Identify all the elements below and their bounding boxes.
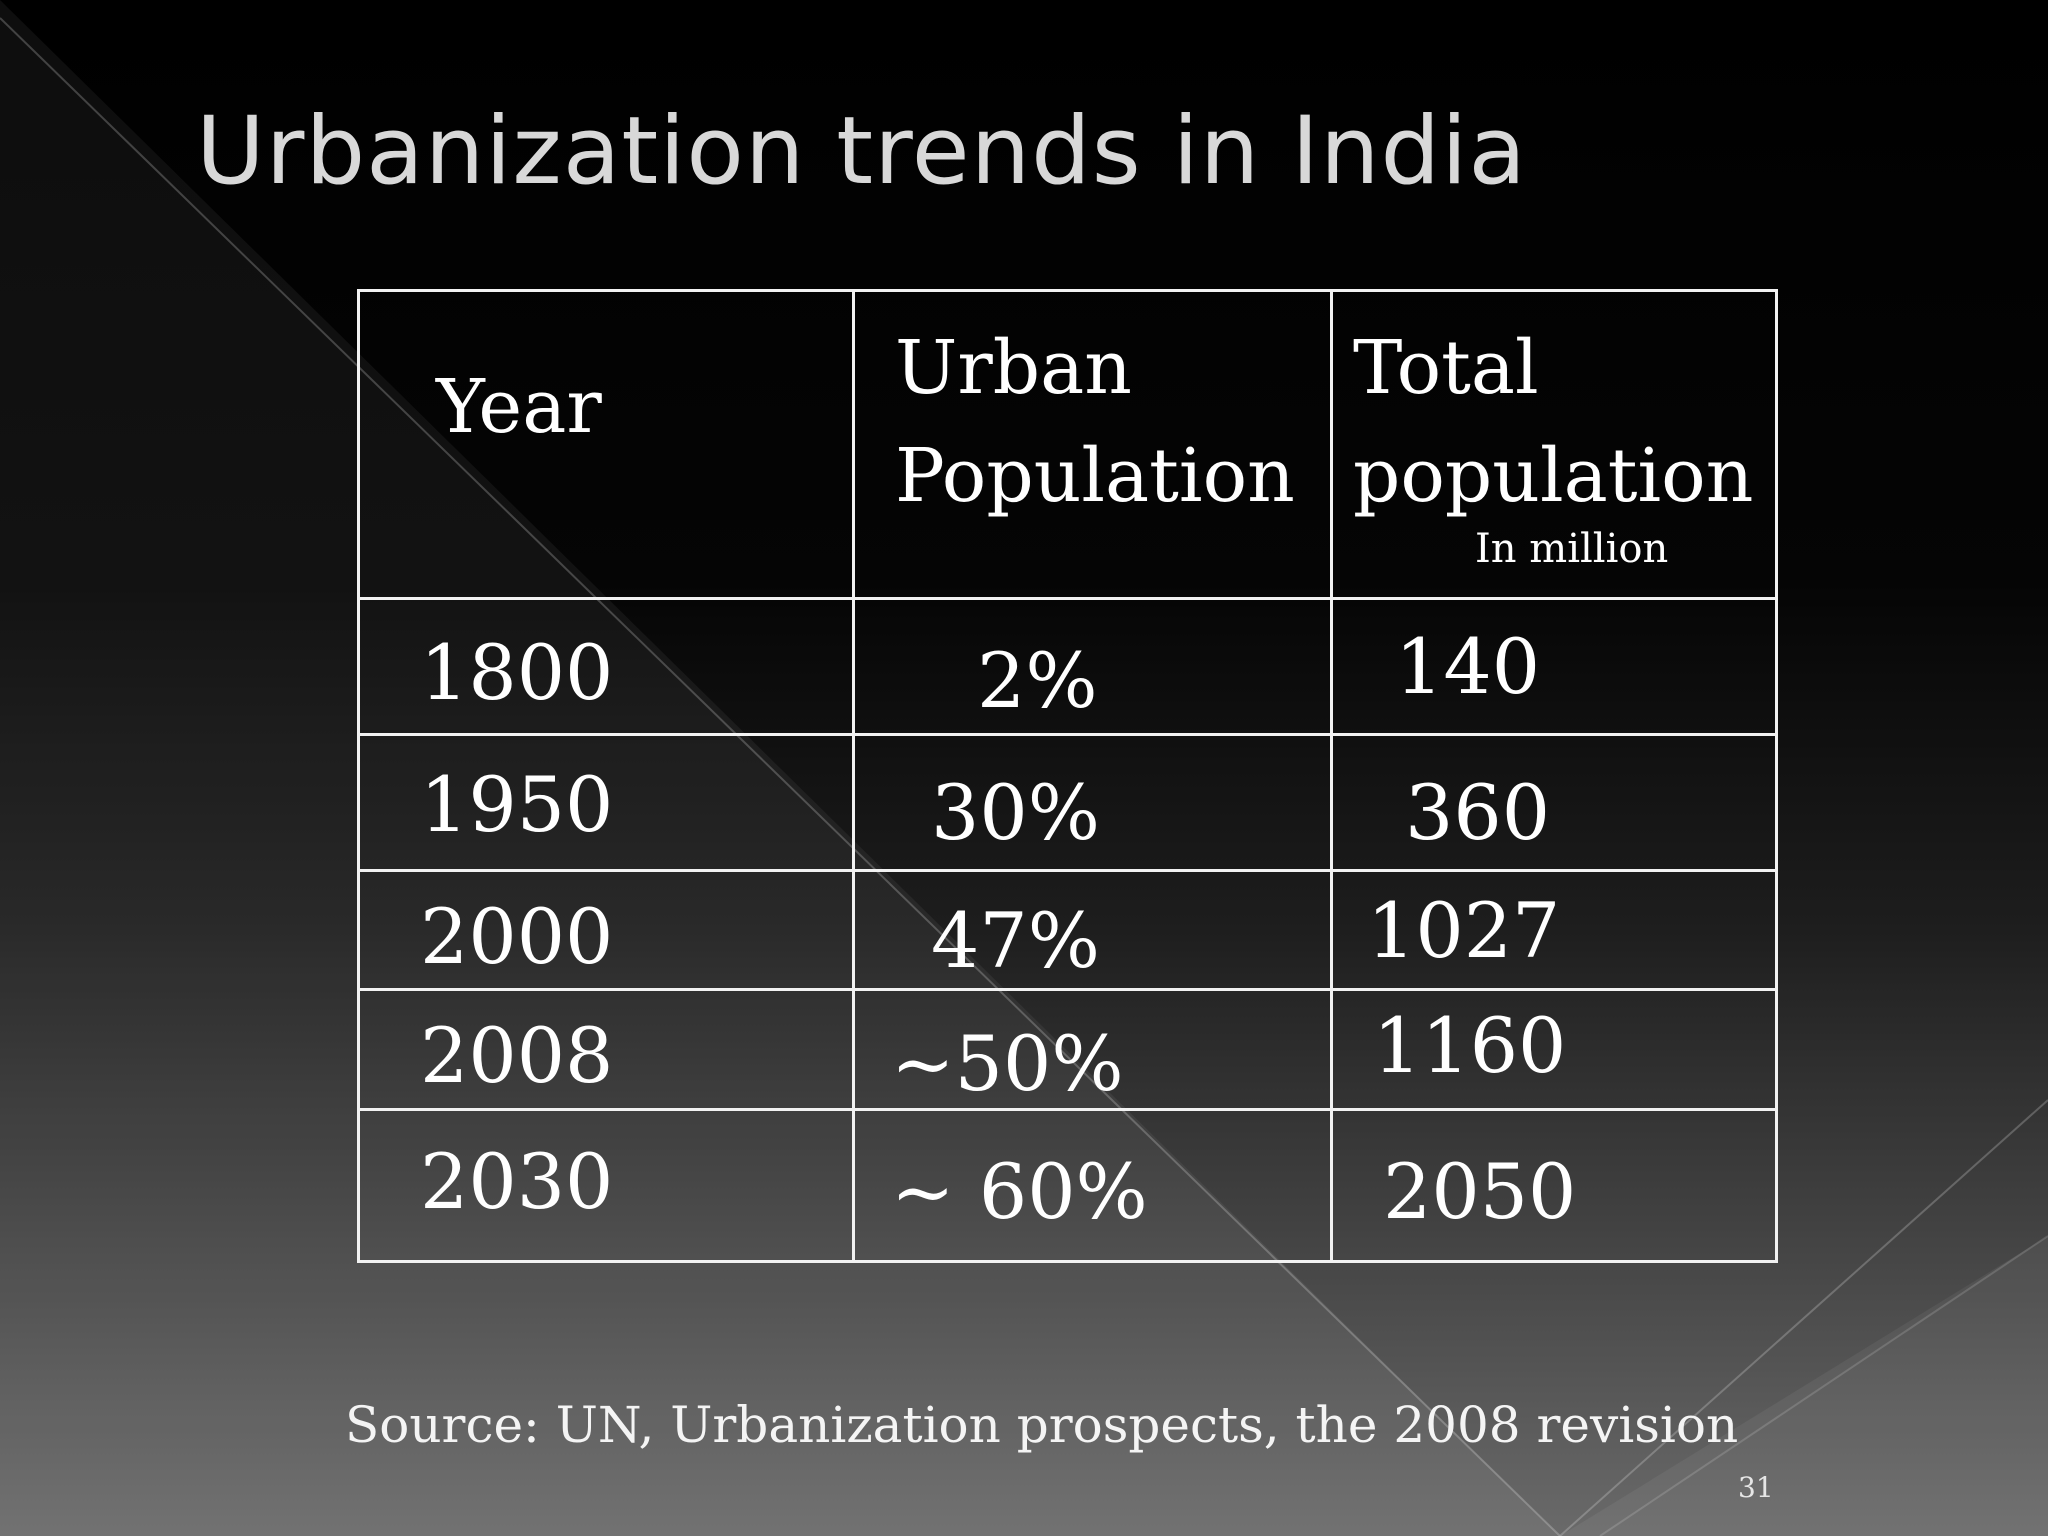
year-cell: 1800 (357, 597, 855, 736)
year-value: 1950 (420, 760, 614, 849)
total-cell: 360 (1330, 733, 1778, 872)
total-value: 1027 (1367, 886, 1561, 975)
urbanization-table: Year Urban Population Total population I… (357, 289, 1778, 1263)
source-note: Source: UN, Urbanization prospects, the … (345, 1396, 1739, 1454)
total-cell: 1027 (1330, 869, 1778, 991)
urban-cell: 30% (852, 733, 1333, 872)
urban-cell: ~50% (852, 988, 1333, 1111)
year-value: 2000 (420, 892, 614, 981)
year-cell: 2008 (357, 988, 855, 1111)
table-row: 1800 2% 140 (357, 597, 1778, 736)
total-value: 1160 (1373, 1001, 1567, 1090)
urban-cell: 2% (852, 597, 1333, 736)
header-urban-population: Urban Population (895, 314, 1295, 530)
urban-value: ~ 60% (891, 1147, 1148, 1236)
header-urban-line-1: Urban (895, 325, 1132, 411)
total-cell: 2050 (1330, 1108, 1778, 1263)
total-value: 360 (1405, 768, 1551, 857)
header-urban-line-2: Population (895, 433, 1295, 519)
header-year-cell: Year (357, 289, 855, 600)
urban-value: 47% (931, 896, 1100, 985)
year-cell: 2000 (357, 869, 855, 991)
header-year: Year (436, 364, 602, 450)
total-cell: 140 (1330, 597, 1778, 736)
slide-title: Urbanization trends in India (196, 97, 1527, 206)
table-row: 1950 30% 360 (357, 733, 1778, 872)
header-total-unit: In million (1475, 526, 1669, 572)
header-total-line-1: Total (1353, 325, 1539, 411)
urban-cell: 47% (852, 869, 1333, 991)
urban-value: 30% (931, 768, 1100, 857)
header-total-line-2: population (1353, 433, 1754, 519)
urban-cell: ~ 60% (852, 1108, 1333, 1263)
urban-value: 2% (977, 636, 1098, 725)
header-total-cell: Total population In million (1330, 289, 1778, 600)
table-row: 2030 ~ 60% 2050 (357, 1108, 1778, 1263)
header-urban-cell: Urban Population (852, 289, 1333, 600)
year-value: 2008 (420, 1011, 614, 1100)
year-value: 2030 (420, 1137, 614, 1226)
slide-number: 31 (1738, 1471, 1774, 1504)
table-row: 2008 ~50% 1160 (357, 988, 1778, 1111)
total-value: 2050 (1383, 1147, 1577, 1236)
urban-value: ~50% (891, 1019, 1124, 1108)
table-row: 2000 47% 1027 (357, 869, 1778, 991)
year-cell: 2030 (357, 1108, 855, 1263)
header-total-population: Total population (1353, 314, 1753, 530)
total-value: 140 (1395, 622, 1541, 711)
year-cell: 1950 (357, 733, 855, 872)
table-header-row: Year Urban Population Total population I… (357, 289, 1778, 600)
year-value: 1800 (420, 628, 614, 717)
total-cell: 1160 (1330, 988, 1778, 1111)
